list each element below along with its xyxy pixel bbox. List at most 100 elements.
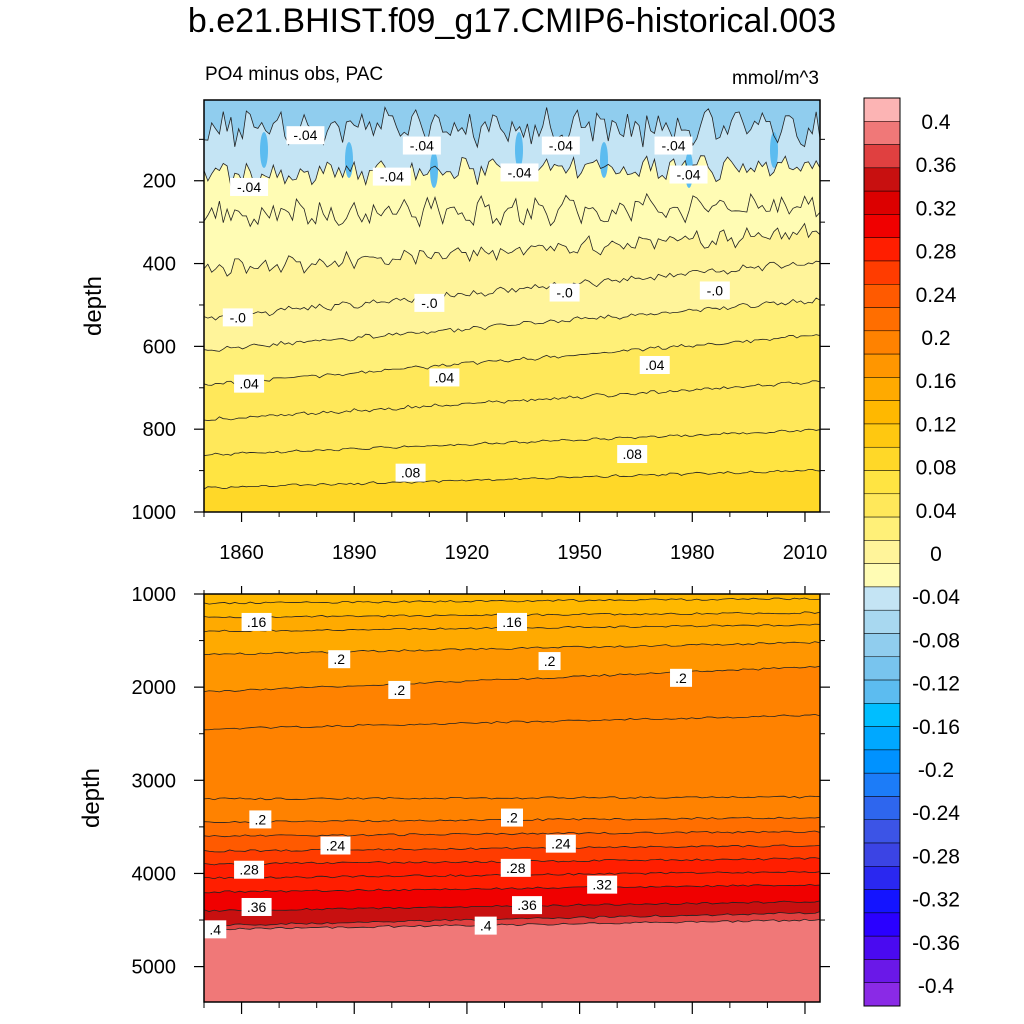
colorbar-label: 0.32: [916, 197, 957, 220]
contour-labels: -.04 -.04 -.04 -.04 -.04 -.04 -.04 -.04 -.0 -.0 -.…: [204, 126, 730, 939]
contour-line: [204, 918, 820, 931]
contour-label: -.0: [699, 281, 730, 300]
svg-text:.04: .04: [645, 357, 665, 373]
svg-text:-.04: -.04: [237, 179, 261, 195]
contour-label: -.04: [372, 167, 411, 186]
colorbar-swatch: [863, 679, 901, 704]
contour-label: -.04: [230, 177, 269, 196]
upper-panel-frame: [203, 99, 821, 513]
svg-text:-.04: -.04: [507, 164, 531, 180]
contour-label: .24: [320, 836, 351, 855]
y-tick-label: 1000: [132, 584, 177, 606]
contour-label: .24: [545, 834, 576, 853]
contour-line: [204, 911, 820, 927]
units-label: mmol/m^3: [731, 68, 819, 89]
colorbar-swatch: [863, 307, 901, 332]
colorbar-swatch: [863, 330, 901, 355]
svg-text:.2: .2: [506, 810, 518, 826]
contour-line: [204, 380, 820, 421]
svg-text:-.0: -.0: [230, 309, 247, 325]
upper-panel-contours: [204, 106, 820, 490]
contour-label: .16: [497, 612, 527, 631]
colorbar-label: -0.2: [918, 759, 954, 782]
colorbar-label: 0.24: [916, 284, 957, 307]
colorbar-swatch: [863, 516, 901, 541]
svg-text:-.04: -.04: [380, 169, 404, 185]
colorbar-swatch: [863, 493, 901, 518]
y-tick-label: 800: [143, 419, 176, 441]
variable-label: PO4 minus obs, PAC: [205, 64, 384, 85]
colorbar-swatch: [863, 214, 901, 238]
contour-line: [204, 192, 820, 228]
colorbar-swatch: [863, 167, 901, 192]
colorbar-label: 0.04: [916, 500, 957, 523]
figure-title: b.e21.BHIST.f09_g17.CMIP6-historical.003: [187, 2, 837, 40]
x-tick-label: 1950: [557, 542, 602, 564]
colorbar-label: 0.08: [916, 457, 957, 480]
colorbar-label: -0.12: [912, 673, 960, 696]
colorbar-swatch: [863, 353, 901, 378]
svg-text:.36: .36: [517, 897, 537, 913]
colorbar-swatch: [863, 284, 901, 308]
svg-text:.16: .16: [247, 614, 267, 630]
contour-label: -.04: [500, 163, 539, 182]
colorbar-swatch: [863, 563, 901, 588]
colorbar-label: 0: [930, 543, 942, 566]
colorbar-swatch: [863, 959, 901, 983]
contour-line: [204, 844, 820, 853]
contour-line: [204, 641, 820, 656]
contour-line: [204, 428, 820, 456]
svg-text:-.04: -.04: [549, 138, 573, 154]
contour-line: [204, 713, 820, 731]
contour-line: [204, 334, 820, 386]
colorbar-swatch: [863, 609, 901, 634]
colorbar-label: -0.24: [912, 802, 960, 825]
svg-text:-.04: -.04: [676, 167, 700, 183]
colorbar-swatch: [863, 470, 901, 495]
colorbar-swatch: [863, 97, 901, 122]
colorbar-swatch: [863, 796, 901, 820]
colorbar-swatch: [863, 446, 901, 471]
contour-label: -.0: [222, 308, 253, 327]
colorbar-swatch: [863, 260, 901, 285]
colorbar-label: -0.28: [912, 845, 960, 868]
low-pocket: [430, 152, 438, 188]
contour-line: [204, 900, 820, 912]
contour-label: -.04: [286, 126, 325, 145]
svg-text:-.0: -.0: [556, 285, 573, 301]
svg-text:.04: .04: [435, 369, 455, 385]
colorbar-swatch: [863, 703, 901, 727]
low-pocket: [600, 142, 608, 178]
contour-label: .36: [512, 896, 543, 915]
colorbar-swatch: [863, 121, 901, 145]
contour-label: .2: [328, 650, 351, 669]
contour-label: .4: [204, 920, 227, 939]
svg-text:.2: .2: [393, 682, 405, 698]
contour-label: .08: [395, 463, 426, 482]
colorbar-swatch: [863, 377, 901, 401]
colorbar-swatch: [863, 540, 901, 564]
colorbar-swatch: [863, 912, 901, 937]
y-tick-label: 200: [143, 171, 176, 193]
colorbar-label: 0.12: [916, 413, 957, 436]
colorbar-label: 0.2: [921, 327, 950, 350]
colorbar-label: 0.4: [921, 111, 951, 134]
svg-text:.28: .28: [239, 862, 259, 878]
lower-panel-frame: [203, 593, 821, 1003]
contour-label: -.04: [654, 136, 693, 155]
contour-label: .2: [670, 668, 693, 687]
svg-text:.08: .08: [401, 465, 421, 481]
svg-text:.04: .04: [239, 376, 259, 392]
contour-label: -.04: [669, 165, 708, 184]
svg-text:-.0: -.0: [707, 282, 724, 298]
low-pocket: [770, 132, 778, 168]
contour-line: [204, 597, 820, 605]
y-tick-label: 5000: [132, 957, 177, 979]
svg-text:-.04: -.04: [410, 138, 434, 154]
colorbar-swatch: [863, 190, 901, 215]
colorbar-label: -0.4: [918, 975, 955, 998]
colorbar-swatch: [863, 656, 901, 681]
colorbar-label: -0.16: [912, 716, 960, 739]
y-tick-label: 400: [143, 254, 176, 276]
